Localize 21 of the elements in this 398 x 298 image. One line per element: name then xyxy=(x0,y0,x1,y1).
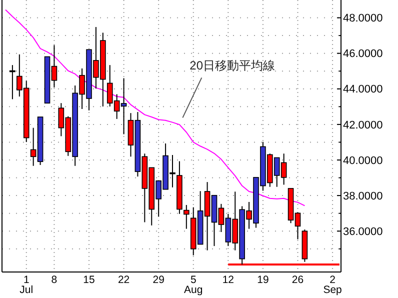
x-tick-label: 8 xyxy=(51,274,58,286)
candlestick xyxy=(184,204,190,230)
y-tick-label: 36.0000 xyxy=(343,226,383,238)
x-tick-label: 19 xyxy=(257,274,269,286)
x-tick-label: 1 Jul xyxy=(20,274,34,296)
x-tick-label: 22 xyxy=(118,274,130,286)
x-tick-label: 2 Sep xyxy=(323,274,342,296)
candlestick xyxy=(10,64,16,100)
x-tick-label: 29 xyxy=(152,274,165,286)
x-tick-label: 15 xyxy=(83,274,95,286)
x-tick-label: 5 Aug xyxy=(184,274,203,296)
y-tick-label: 46.0000 xyxy=(343,48,383,60)
x-tick-label: 26 xyxy=(292,274,304,286)
x-tick-label: 12 xyxy=(222,274,234,286)
y-tick-label: 42.0000 xyxy=(343,119,383,132)
y-tick-label: 48.0000 xyxy=(343,12,383,25)
y-tick-label: 44.0000 xyxy=(343,84,383,96)
y-tick-label: 38.0000 xyxy=(343,190,383,202)
annotation: 20日移動平均線 xyxy=(190,58,276,73)
y-tick-label: 40.0000 xyxy=(343,154,383,167)
line-series xyxy=(5,9,306,206)
